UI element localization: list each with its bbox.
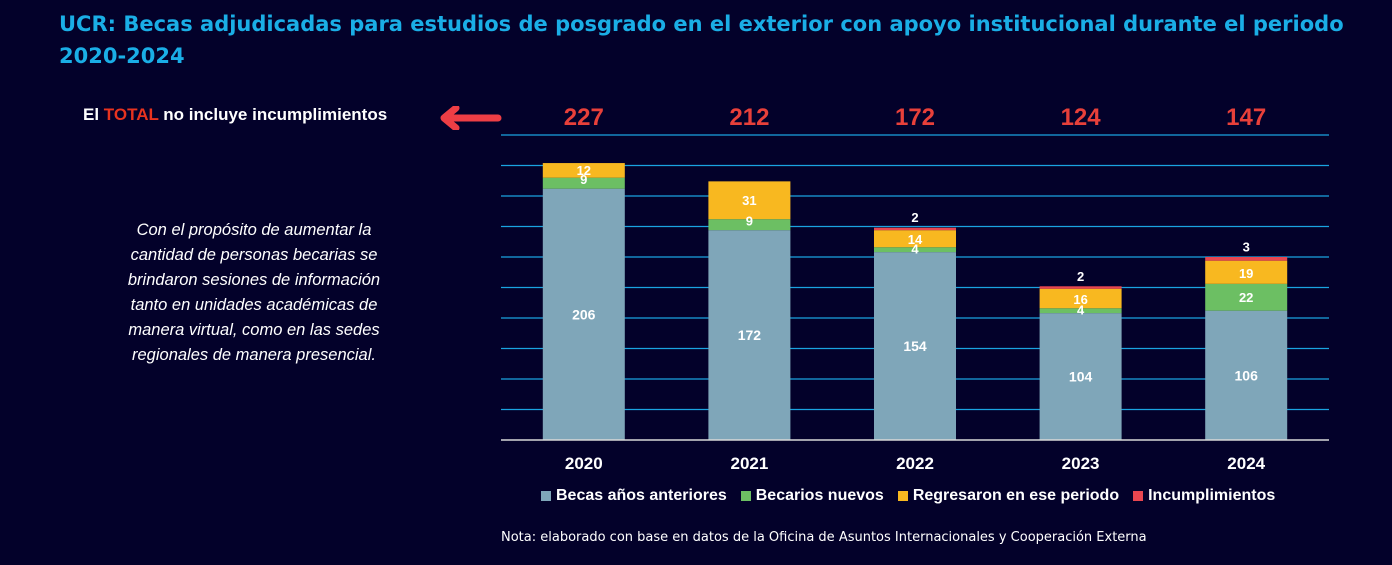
legend-item: Incumplimientos <box>1133 487 1275 505</box>
legend: Becas años anteriores Becarios nuevos Regr… <box>541 487 1275 505</box>
bar-segment <box>1205 260 1288 284</box>
bar-segment <box>874 252 956 440</box>
x-tick-label: 2023 <box>1062 454 1100 473</box>
bar-segment <box>708 181 791 220</box>
x-tick-label: 2020 <box>565 454 603 473</box>
legend-label: Incumplimientos <box>1148 487 1276 504</box>
chart-title: UCR: Becas adjudicadas para estudios de … <box>59 12 1344 68</box>
total-label: 124 <box>1061 104 1102 131</box>
bar-segment <box>708 230 791 440</box>
data-label: 106 <box>1235 367 1259 383</box>
bar-segment <box>874 227 956 231</box>
legend-swatch <box>1133 491 1144 501</box>
data-label: 2 <box>1077 269 1084 284</box>
purpose-note: Con el propósito de aumentar la cantidad… <box>127 221 381 364</box>
legend-label: Becarios nuevos <box>755 487 884 504</box>
x-tick-label: 2021 <box>730 454 768 473</box>
data-label: 4 <box>1077 303 1085 318</box>
data-label: 14 <box>908 232 923 247</box>
data-label: 19 <box>1239 266 1253 281</box>
left-arrow-icon <box>440 106 502 130</box>
legend-swatch <box>740 491 751 501</box>
bar-segment <box>1039 308 1122 314</box>
legend-item: Regresaron en ese periodo <box>897 487 1120 505</box>
bar-segment <box>542 188 625 440</box>
total-label: 227 <box>564 104 604 131</box>
data-labels: 2069122271729312121544142172104416212410… <box>564 104 1266 385</box>
total-note: El TOTAL no incluye incumplimientos <box>83 105 387 125</box>
bar-segment <box>542 177 625 189</box>
data-label: 2 <box>911 210 918 225</box>
bar-segment <box>874 230 956 248</box>
total-note-highlight: TOTAL <box>103 105 159 124</box>
x-axis: 2020 2021 2022 2023 2024 <box>501 439 1329 473</box>
bar-segment <box>1205 257 1288 261</box>
data-label: 154 <box>903 338 927 354</box>
data-label: 104 <box>1069 369 1093 385</box>
total-note-prefix: El <box>83 105 104 124</box>
bar-segment <box>1205 310 1288 440</box>
legend-item: Becas años anteriores <box>541 487 727 505</box>
bar-segment <box>542 163 625 178</box>
x-tick-label: 2024 <box>1227 454 1265 473</box>
data-label: 172 <box>738 327 762 343</box>
bar-segment <box>1039 288 1122 309</box>
data-label: 12 <box>577 163 591 178</box>
total-label: 172 <box>895 104 935 131</box>
total-label: 147 <box>1226 104 1266 131</box>
data-label: 9 <box>746 214 753 229</box>
bars <box>542 163 1288 440</box>
data-label: 4 <box>911 242 919 257</box>
legend-label: Becas años anteriores <box>556 487 727 504</box>
legend-swatch <box>897 491 908 501</box>
legend-label: Regresaron en ese periodo <box>912 487 1120 504</box>
bar-segment <box>1039 286 1122 289</box>
data-label: 16 <box>1073 292 1087 307</box>
footnote: Nota: elaborado con base en datos de la … <box>501 530 1147 545</box>
data-label: 9 <box>580 172 587 187</box>
data-label: 206 <box>572 306 596 322</box>
bar-segment <box>1205 283 1288 311</box>
legend-item: Becarios nuevos <box>740 487 884 505</box>
stacked-bar-chart: 2069122271729312121544142172104416212410… <box>501 104 1329 473</box>
bar-segment <box>874 247 956 253</box>
data-label: 3 <box>1243 240 1250 255</box>
bar-segment <box>708 219 791 231</box>
bar-segment <box>1039 313 1122 440</box>
total-label: 212 <box>729 104 769 131</box>
data-label: 31 <box>742 193 756 208</box>
data-label: 22 <box>1239 290 1253 305</box>
legend-swatch <box>541 491 551 501</box>
x-tick-label: 2022 <box>896 454 934 473</box>
total-note-suffix: no incluye incumplimientos <box>158 105 388 124</box>
